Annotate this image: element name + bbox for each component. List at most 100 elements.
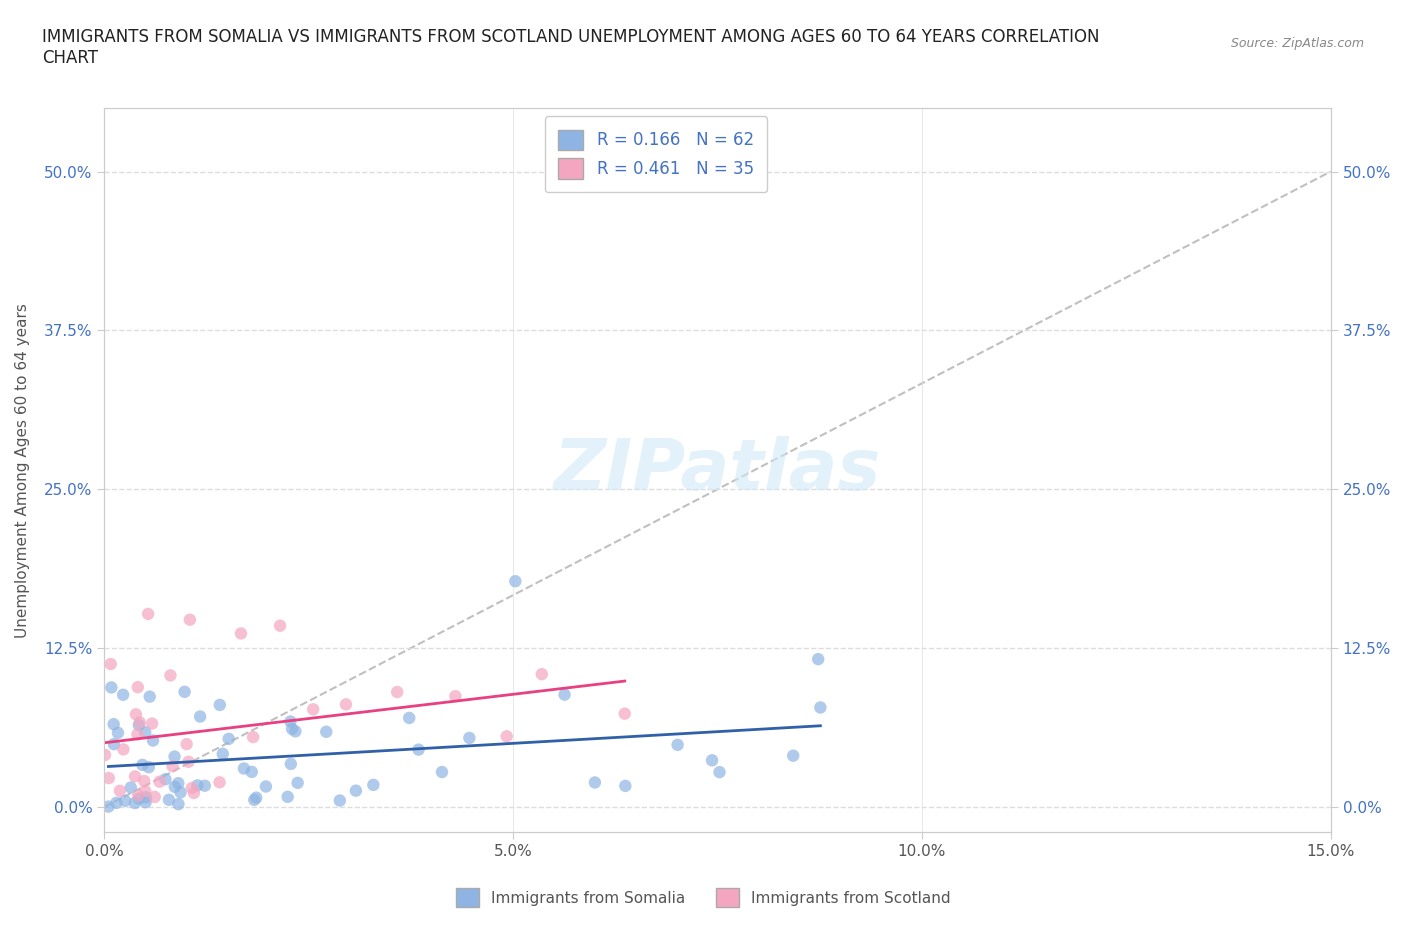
Point <box>613 706 636 721</box>
Point <box>163 750 186 764</box>
Point <box>134 724 156 739</box>
Point <box>100 657 122 671</box>
Point <box>142 733 165 748</box>
Point <box>186 777 208 792</box>
Point <box>232 761 254 776</box>
Point <box>344 783 367 798</box>
Point <box>666 737 689 752</box>
Point <box>97 799 120 814</box>
Point <box>183 786 205 801</box>
Point <box>495 729 517 744</box>
Point <box>245 790 267 805</box>
Point <box>335 697 357 711</box>
Point <box>169 785 191 800</box>
Point <box>530 667 553 682</box>
Point <box>430 764 453 779</box>
Point <box>138 689 160 704</box>
Point <box>398 711 420 725</box>
Point <box>155 772 177 787</box>
Point <box>128 718 150 733</box>
Point <box>143 790 166 804</box>
Point <box>243 792 266 807</box>
Point <box>808 700 831 715</box>
Text: IMMIGRANTS FROM SOMALIA VS IMMIGRANTS FROM SCOTLAND UNEMPLOYMENT AMONG AGES 60 T: IMMIGRANTS FROM SOMALIA VS IMMIGRANTS FR… <box>42 28 1099 67</box>
Point <box>188 709 211 724</box>
Point <box>127 680 149 695</box>
Point <box>114 793 136 808</box>
Text: ZIPatlas: ZIPatlas <box>554 435 882 505</box>
Point <box>269 618 291 633</box>
Point <box>782 749 804 764</box>
Point <box>100 680 122 695</box>
Point <box>124 769 146 784</box>
Text: Source: ZipAtlas.com: Source: ZipAtlas.com <box>1230 37 1364 50</box>
Point <box>127 788 149 803</box>
Point <box>194 778 217 793</box>
Point <box>177 754 200 769</box>
Point <box>408 742 430 757</box>
Point <box>807 652 830 667</box>
Point <box>138 760 160 775</box>
Point <box>157 792 180 807</box>
Point <box>211 747 233 762</box>
Point <box>131 757 153 772</box>
Point <box>136 606 159 621</box>
Point <box>302 702 325 717</box>
Point <box>363 777 385 792</box>
Point <box>315 724 337 739</box>
Point <box>700 753 723 768</box>
Point <box>94 748 117 763</box>
Legend: Immigrants from Somalia, Immigrants from Scotland: Immigrants from Somalia, Immigrants from… <box>450 883 956 913</box>
Point <box>444 689 467 704</box>
Point <box>208 698 231 712</box>
Point <box>107 725 129 740</box>
Point <box>287 776 309 790</box>
Point <box>167 776 190 790</box>
Point <box>135 795 157 810</box>
Point <box>180 780 202 795</box>
Point <box>385 684 408 699</box>
Point <box>505 574 527 589</box>
Point <box>554 687 576 702</box>
Point <box>709 764 731 779</box>
Point <box>124 795 146 810</box>
Point <box>280 714 302 729</box>
Point <box>103 717 125 732</box>
Point <box>280 756 302 771</box>
Point <box>112 687 135 702</box>
Point <box>329 793 352 808</box>
Point <box>125 707 148 722</box>
Point <box>284 724 307 738</box>
Point <box>179 612 201 627</box>
Point <box>254 779 277 794</box>
Point <box>458 730 481 745</box>
Point <box>108 783 131 798</box>
Point <box>112 742 135 757</box>
Point <box>240 764 263 779</box>
Point <box>149 774 172 789</box>
Y-axis label: Unemployment Among Ages 60 to 64 years: Unemployment Among Ages 60 to 64 years <box>15 303 30 638</box>
Point <box>583 775 606 790</box>
Point <box>135 790 157 804</box>
Point <box>173 684 195 699</box>
Point <box>128 791 150 806</box>
Point <box>134 784 156 799</box>
Point <box>120 780 142 795</box>
Point <box>128 715 150 730</box>
Point <box>277 790 299 804</box>
Point <box>162 759 184 774</box>
Point <box>105 795 128 810</box>
Point <box>281 722 304 737</box>
Point <box>97 771 120 786</box>
Point <box>229 626 252 641</box>
Point <box>141 716 163 731</box>
Point <box>163 779 186 794</box>
Point <box>614 778 637 793</box>
Point <box>208 775 231 790</box>
Legend: R = 0.166   N = 62, R = 0.461   N = 35: R = 0.166 N = 62, R = 0.461 N = 35 <box>546 116 768 192</box>
Point <box>159 668 181 683</box>
Point <box>176 737 198 751</box>
Point <box>242 730 264 745</box>
Point <box>167 797 190 812</box>
Point <box>127 727 149 742</box>
